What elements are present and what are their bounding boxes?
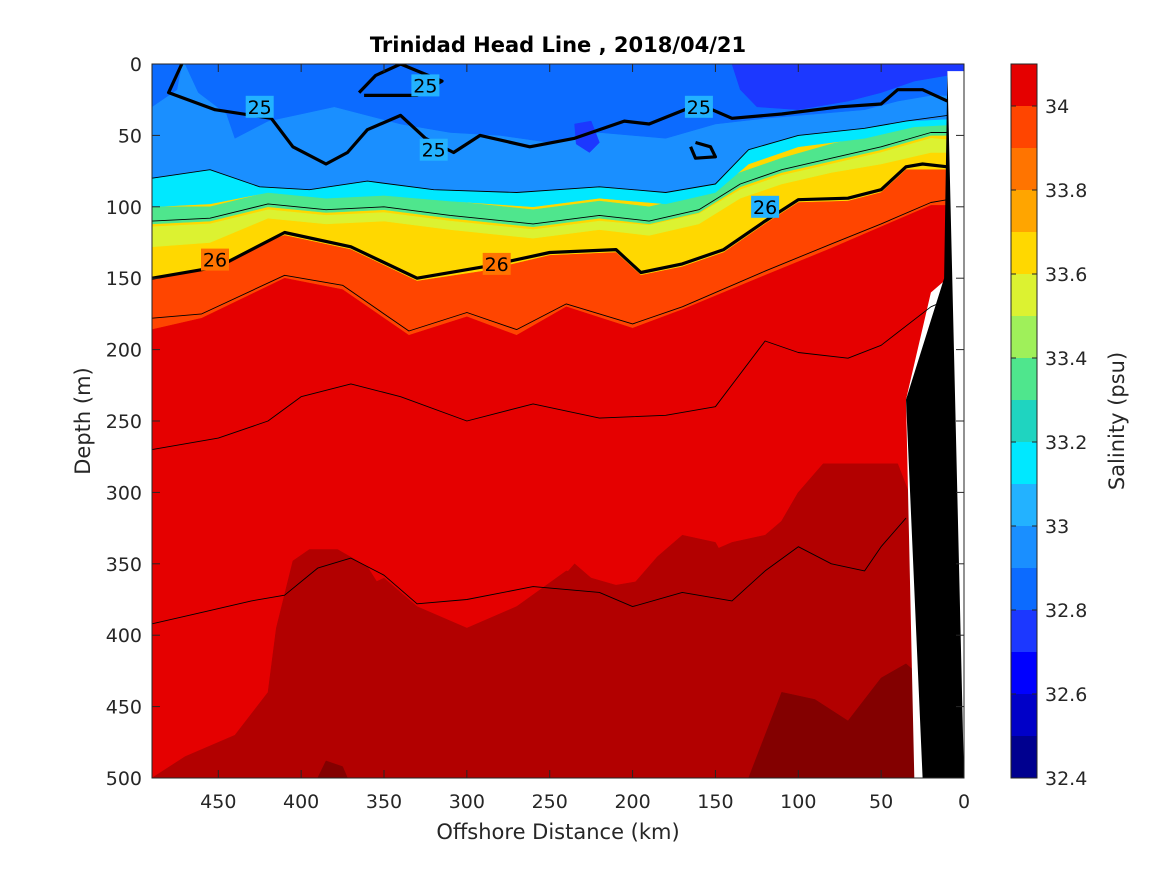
colorbar-tick-label: 33.4	[1045, 348, 1087, 370]
colorbar-swatch	[1011, 316, 1037, 358]
colorbar-swatch	[1011, 442, 1037, 484]
x-tick-label: 200	[614, 791, 650, 813]
contour-label-25: 25	[687, 97, 711, 119]
chart-title: Trinidad Head Line , 2018/04/21	[370, 33, 746, 57]
y-tick-label: 350	[106, 554, 142, 576]
x-axis-label: Offshore Distance (km)	[436, 820, 679, 844]
density-contour-25-0	[167, 64, 949, 166]
contour-label-bg	[419, 138, 448, 161]
y-tick-label: 300	[106, 482, 142, 504]
colorbar-swatch	[1011, 610, 1037, 652]
plot-area	[152, 64, 964, 778]
colorbar: 32.4 32.6 32.8 33 33.2 33.4 33.6 33.8 34	[1010, 63, 1087, 790]
contour-label-26: 26	[203, 250, 227, 272]
seafloor-shape	[906, 71, 964, 778]
salinity-fill-layer	[152, 64, 964, 778]
salinity-region-14	[574, 120, 600, 153]
y-tick-label: 100	[106, 197, 142, 219]
colorbar-tick-label: 33.6	[1045, 264, 1087, 286]
contour-label-25: 25	[248, 97, 272, 119]
salinity-region-15	[152, 64, 183, 108]
density-contour-25-2	[689, 140, 717, 160]
x-tick-label: 0	[958, 791, 970, 813]
density-contour-layer	[152, 64, 949, 280]
colorbar-swatch	[1011, 64, 1037, 106]
density-contour-25-1	[357, 64, 444, 97]
x-tick-label: 150	[697, 791, 733, 813]
y-axis-label: Depth (m)	[71, 367, 95, 474]
thin-contour-0	[152, 114, 948, 193]
contour-label-bg	[201, 248, 229, 271]
contour-label-bg	[684, 95, 713, 118]
colorbar-swatch	[1011, 358, 1037, 400]
y-tick-label: 400	[106, 625, 142, 647]
y-axis: 0 50 100 150 200 250 300 350 400 450 500	[106, 54, 964, 790]
colorbar-tick-label: 33.8	[1045, 180, 1087, 202]
colorbar-swatch	[1011, 484, 1037, 526]
colorbar-tick-label: 32.6	[1045, 684, 1087, 706]
colorbar-tick-label: 34	[1045, 96, 1069, 118]
y-tick-label: 450	[106, 697, 142, 719]
y-tick-label: 150	[106, 268, 142, 290]
colorbar-swatch	[1011, 232, 1037, 274]
contour-label-layer: 25 25 25 25 26 26 26	[201, 74, 780, 276]
colorbar-swatch	[1011, 694, 1037, 736]
y-tick-label: 200	[106, 340, 142, 362]
colorbar-swatch	[1011, 652, 1037, 694]
contour-label-bg	[411, 74, 440, 97]
bathymetry-layer	[906, 71, 964, 778]
thin-contour-2	[152, 199, 948, 332]
colorbar-swatch	[1011, 274, 1037, 316]
colorbar-label: Salinity (psu)	[1105, 352, 1129, 490]
thin-contour-3	[152, 299, 948, 451]
colorbar-swatch	[1011, 526, 1037, 568]
x-tick-label: 100	[780, 791, 816, 813]
y-tick-label: 250	[106, 411, 142, 433]
colorbar-frame	[1010, 63, 1038, 779]
colorbar-swatch	[1011, 190, 1037, 232]
density-contour-26-0	[152, 162, 948, 280]
y-tick-label: 50	[118, 125, 142, 147]
contour-label-bg	[245, 95, 274, 118]
x-axis: 450 400 350 300 250 200 150 100 50 0	[200, 64, 970, 813]
colorbar-swatch	[1011, 568, 1037, 610]
colorbar-swatch	[1011, 106, 1037, 148]
thin-contour-1	[152, 132, 948, 225]
contour-label-25: 25	[422, 140, 446, 162]
x-tick-label: 450	[200, 791, 236, 813]
colorbar-tick-label: 32.8	[1045, 600, 1087, 622]
salinity-region-4	[152, 463, 948, 778]
y-tick-label: 500	[106, 768, 142, 790]
thin-contour-4	[152, 517, 907, 625]
thin-contour-layer	[152, 114, 948, 625]
contour-label-26: 26	[753, 197, 777, 219]
x-tick-label: 400	[283, 791, 319, 813]
x-tick-label: 300	[449, 791, 485, 813]
colorbar-tick-label: 32.4	[1045, 768, 1087, 790]
colorbar-swatch	[1011, 148, 1037, 190]
contour-label-bg	[751, 195, 780, 218]
contour-label-25: 25	[413, 75, 437, 97]
x-tick-label: 350	[366, 791, 402, 813]
contour-label-26: 26	[485, 254, 509, 276]
salinity-region-8	[152, 138, 964, 248]
colorbar-swatch	[1011, 736, 1037, 778]
colorbar-tick-label: 33	[1045, 516, 1069, 538]
colorbar-tick-label: 33.2	[1045, 432, 1087, 454]
x-tick-label: 250	[532, 791, 568, 813]
salinity-region-13	[731, 64, 964, 110]
salinity-region-6	[317, 760, 348, 778]
contour-label-bg	[482, 252, 511, 275]
y-tick-label: 0	[130, 54, 142, 76]
colorbar-swatch	[1011, 400, 1037, 442]
x-tick-label: 50	[869, 791, 893, 813]
